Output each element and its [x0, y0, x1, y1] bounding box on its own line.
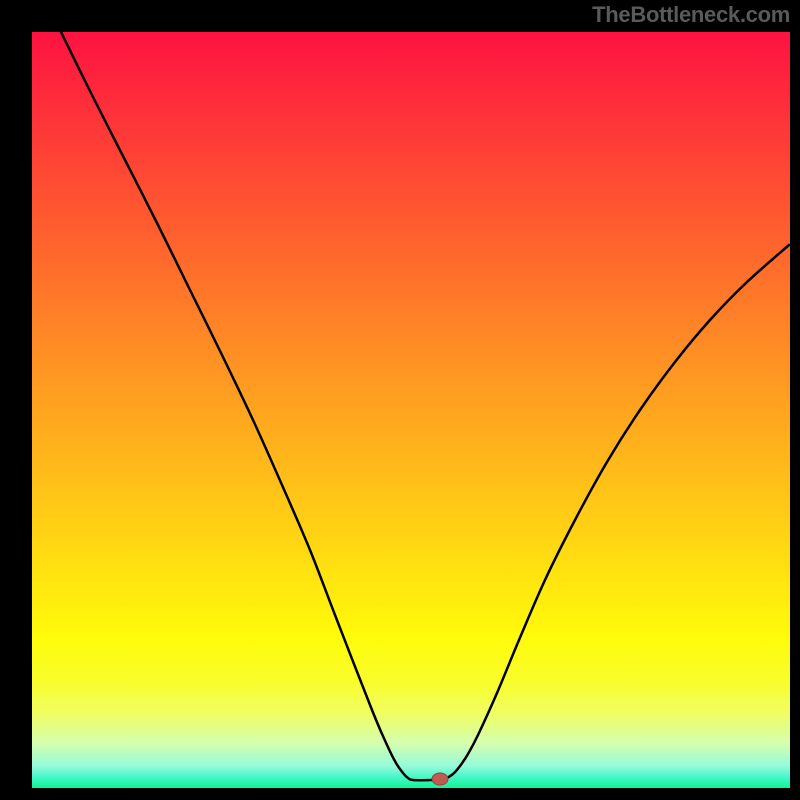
- bottleneck-chart: [0, 0, 800, 800]
- chart-container: TheBottleneck.com: [0, 0, 800, 800]
- watermark-text: TheBottleneck.com: [592, 2, 790, 28]
- plot-background: [31, 31, 791, 789]
- minimum-marker: [432, 773, 448, 785]
